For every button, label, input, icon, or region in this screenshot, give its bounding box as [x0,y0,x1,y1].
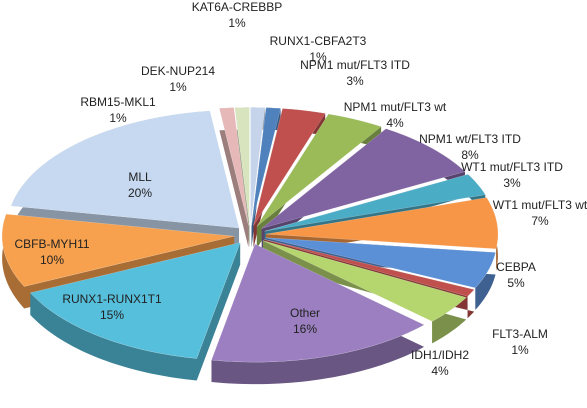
slice-value-label: 1% [309,50,327,64]
slice-value-label: 1% [109,111,127,125]
slice-value-label: 1% [511,343,529,357]
slice-side [211,244,425,385]
slice [234,107,250,226]
slice [10,110,240,229]
slice-side [251,107,281,248]
slice-side [30,242,241,381]
slice [250,107,266,226]
slice-side [11,110,240,251]
slice-value-label: 1% [228,16,246,30]
slice [251,107,281,226]
slice-value-label: 1% [169,80,187,94]
slice-label: Other [290,306,320,320]
slice [219,107,249,226]
slice-value-label: 3% [503,176,521,190]
slice-value-label: 16% [293,322,317,336]
slice-label: RUNX1-RUNX1T1 [62,292,162,306]
slice [253,108,326,226]
slice-value-label: 5% [507,276,525,290]
slice-side [2,214,235,309]
slice [264,174,486,232]
slice-side [219,107,249,248]
slice-label: NPM1 wt/FLT3 ITD [419,132,521,146]
slice-label: FLT3-ALM [492,327,548,341]
slice-value-label: 10% [40,253,64,267]
slice-label: IDH1/IDH2 [411,348,469,362]
slice [264,239,475,297]
slice-side [262,240,467,344]
slice-value-label: 4% [431,364,449,378]
slice [265,197,499,250]
slice [29,242,241,359]
slice [256,113,382,227]
slice-label: RBM15-MKL1 [80,95,156,109]
slice-label: WT1 mut/FLT3 wt [493,198,587,212]
slice-label: DEK-NUP214 [141,64,215,78]
slice-value-label: 4% [386,116,404,130]
slice-value-label: 15% [100,308,124,322]
slice-value-label: 8% [461,148,479,162]
slice [211,243,425,363]
slice-value-label: 20% [128,186,152,200]
slice-label: CEBPA [496,260,536,274]
slice-label: MLL [128,170,152,184]
slice-value-label: 7% [531,214,549,228]
slice-value-label: 3% [346,74,364,88]
slice-label: WT1 mut/FLT3 ITD [461,160,563,174]
slice [1,213,235,287]
slice [262,240,467,322]
slice-label: NPM1 mut/FLT3 ITD [300,58,410,72]
slice [265,237,496,289]
slice-label: CBFB-MYH11 [14,237,89,251]
slice-label: RUNX1-CBFA2T3 [270,34,367,48]
slice-label: NPM1 mut/FLT3 wt [344,100,447,114]
slice [261,128,466,229]
slice-label: KAT6A-CREBBP [192,0,282,14]
